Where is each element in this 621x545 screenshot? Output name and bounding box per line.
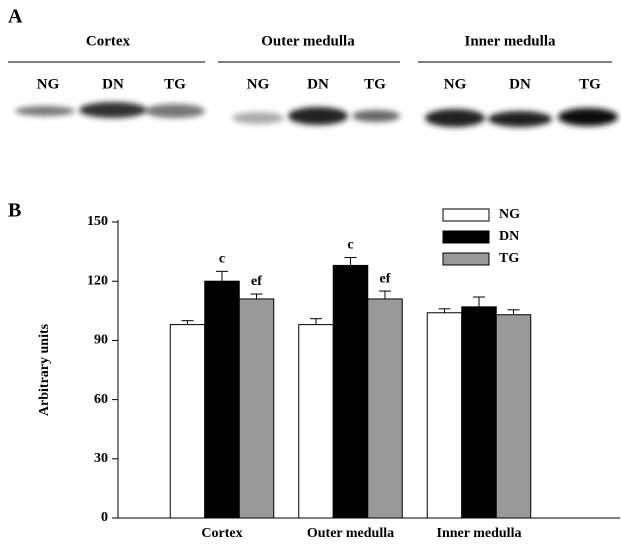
bar	[427, 313, 462, 518]
figure: A B Arbitrary units Cortex NG DN TG Outer me…	[0, 0, 621, 545]
bar	[333, 265, 368, 518]
band	[352, 110, 400, 122]
x-tick-label: Cortex	[201, 526, 242, 541]
legend-label: NG	[499, 207, 520, 222]
y-tick-label: 0	[101, 510, 108, 525]
y-tick-label: 120	[87, 273, 108, 288]
bar	[239, 299, 274, 518]
panel-label: A	[8, 6, 23, 28]
blot-panel	[8, 62, 618, 127]
legend-label: DN	[499, 229, 519, 244]
band	[145, 104, 205, 118]
bar	[496, 315, 531, 518]
lane-label: DN	[102, 76, 124, 92]
page: {"panel_a": {"label": "A", "groups": [ {…	[0, 0, 621, 545]
band	[232, 112, 284, 124]
y-tick-label: 30	[94, 451, 108, 466]
bar	[205, 281, 240, 518]
legend-swatch	[443, 209, 489, 221]
significance-label: c	[219, 252, 225, 267]
bar	[462, 307, 497, 518]
band	[488, 111, 552, 127]
band	[79, 102, 147, 118]
bar	[368, 299, 403, 518]
blot-bands	[15, 102, 618, 127]
significance-label: c	[347, 238, 353, 253]
y-tick-label: 60	[94, 392, 108, 407]
legend-swatch	[443, 231, 489, 243]
bar	[299, 325, 334, 518]
lane-label: TG	[579, 76, 601, 92]
group-label: Inner medulla	[465, 33, 556, 49]
y-tick-label: 90	[94, 333, 108, 348]
legend-swatch	[443, 253, 489, 265]
legend-label: TG	[499, 251, 519, 266]
band	[425, 109, 485, 127]
lane-label: DN	[509, 76, 531, 92]
lane-label: TG	[364, 76, 386, 92]
lane-label: TG	[164, 76, 186, 92]
significance-label: ef	[251, 274, 262, 289]
lane-label: NG	[37, 76, 60, 92]
y-axis-title: Arbitrary units	[37, 323, 52, 416]
lane-label: DN	[307, 76, 329, 92]
band	[558, 108, 618, 126]
group-label: Outer medulla	[261, 33, 355, 49]
lane-label: NG	[247, 76, 270, 92]
lane-label: NG	[444, 76, 467, 92]
panel-label: B	[8, 200, 21, 222]
y-tick-label: 150	[87, 214, 108, 229]
x-tick-label: Outer medulla	[307, 526, 394, 541]
group-label: Cortex	[86, 33, 131, 49]
bar	[170, 325, 205, 518]
x-tick-label: Inner medulla	[437, 526, 522, 541]
significance-label: ef	[380, 271, 391, 286]
band	[15, 106, 75, 116]
band	[288, 107, 348, 125]
